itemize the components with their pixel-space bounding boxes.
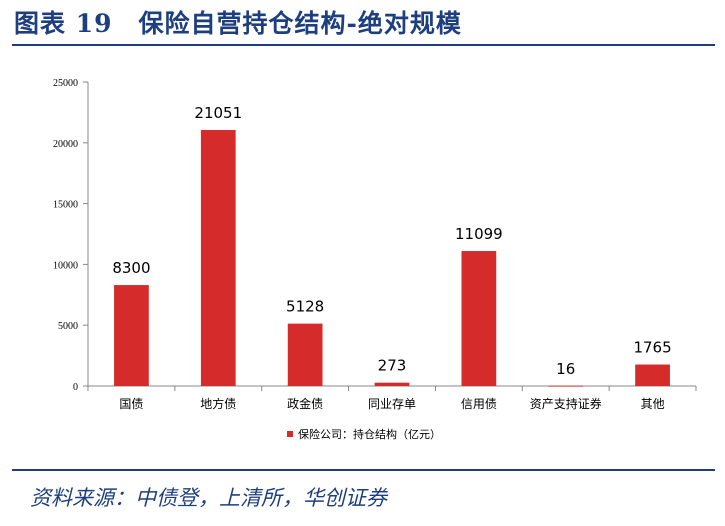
x-tick-label: 资产支持证券 <box>530 396 602 411</box>
x-tick-label: 国债 <box>119 397 143 411</box>
title-underline <box>12 44 715 46</box>
bar <box>635 364 670 386</box>
legend: 保险公司：持仓结构（亿元） <box>287 427 441 441</box>
x-tick-label: 地方债 <box>200 396 236 411</box>
data-label: 5128 <box>286 298 324 316</box>
bar <box>374 382 410 386</box>
data-label: 11099 <box>455 225 503 243</box>
x-tick-label: 信用债 <box>461 397 497 411</box>
bar-chart: 0 5000 10000 15000 20000 25000 国债 地方债 政金债 同业存单 信用… <box>53 78 697 441</box>
legend-label: 保险公司：持仓结构（亿元） <box>298 427 441 441</box>
y-tick-label: 20000 <box>53 139 78 150</box>
data-label: 16 <box>556 360 575 378</box>
source-note: 资料来源：中债登，上清所，华创证券 <box>30 486 387 510</box>
x-axis: 国债 地方债 政金债 同业存单 信用债 资产支持证券 其他 <box>87 385 697 411</box>
figure-title: 图表 19 保险自营持仓结构-绝对规模 <box>14 9 462 38</box>
y-tick-label: 0 <box>73 382 78 393</box>
bar <box>548 385 584 387</box>
bars <box>114 130 670 387</box>
y-tick-label: 5000 <box>58 321 78 332</box>
y-tick-label: 15000 <box>53 200 78 211</box>
data-label: 8300 <box>112 259 150 277</box>
data-label: 21051 <box>194 104 242 122</box>
bar <box>287 323 323 386</box>
source-divider <box>12 469 715 471</box>
x-tick-label: 其他 <box>641 397 665 411</box>
x-tick-label: 同业存单 <box>368 397 416 411</box>
data-label: 273 <box>378 357 407 375</box>
y-axis: 0 5000 10000 15000 20000 25000 <box>53 78 89 393</box>
data-labels: 8300 21051 5128 273 11099 16 1765 <box>112 104 671 378</box>
legend-swatch <box>287 431 293 437</box>
bar <box>200 130 236 386</box>
data-label: 1765 <box>633 339 671 357</box>
bar <box>114 285 149 386</box>
bar <box>461 251 497 386</box>
x-tick-label: 政金债 <box>287 396 323 411</box>
y-tick-label: 25000 <box>53 78 78 89</box>
y-tick-label: 10000 <box>53 260 78 271</box>
